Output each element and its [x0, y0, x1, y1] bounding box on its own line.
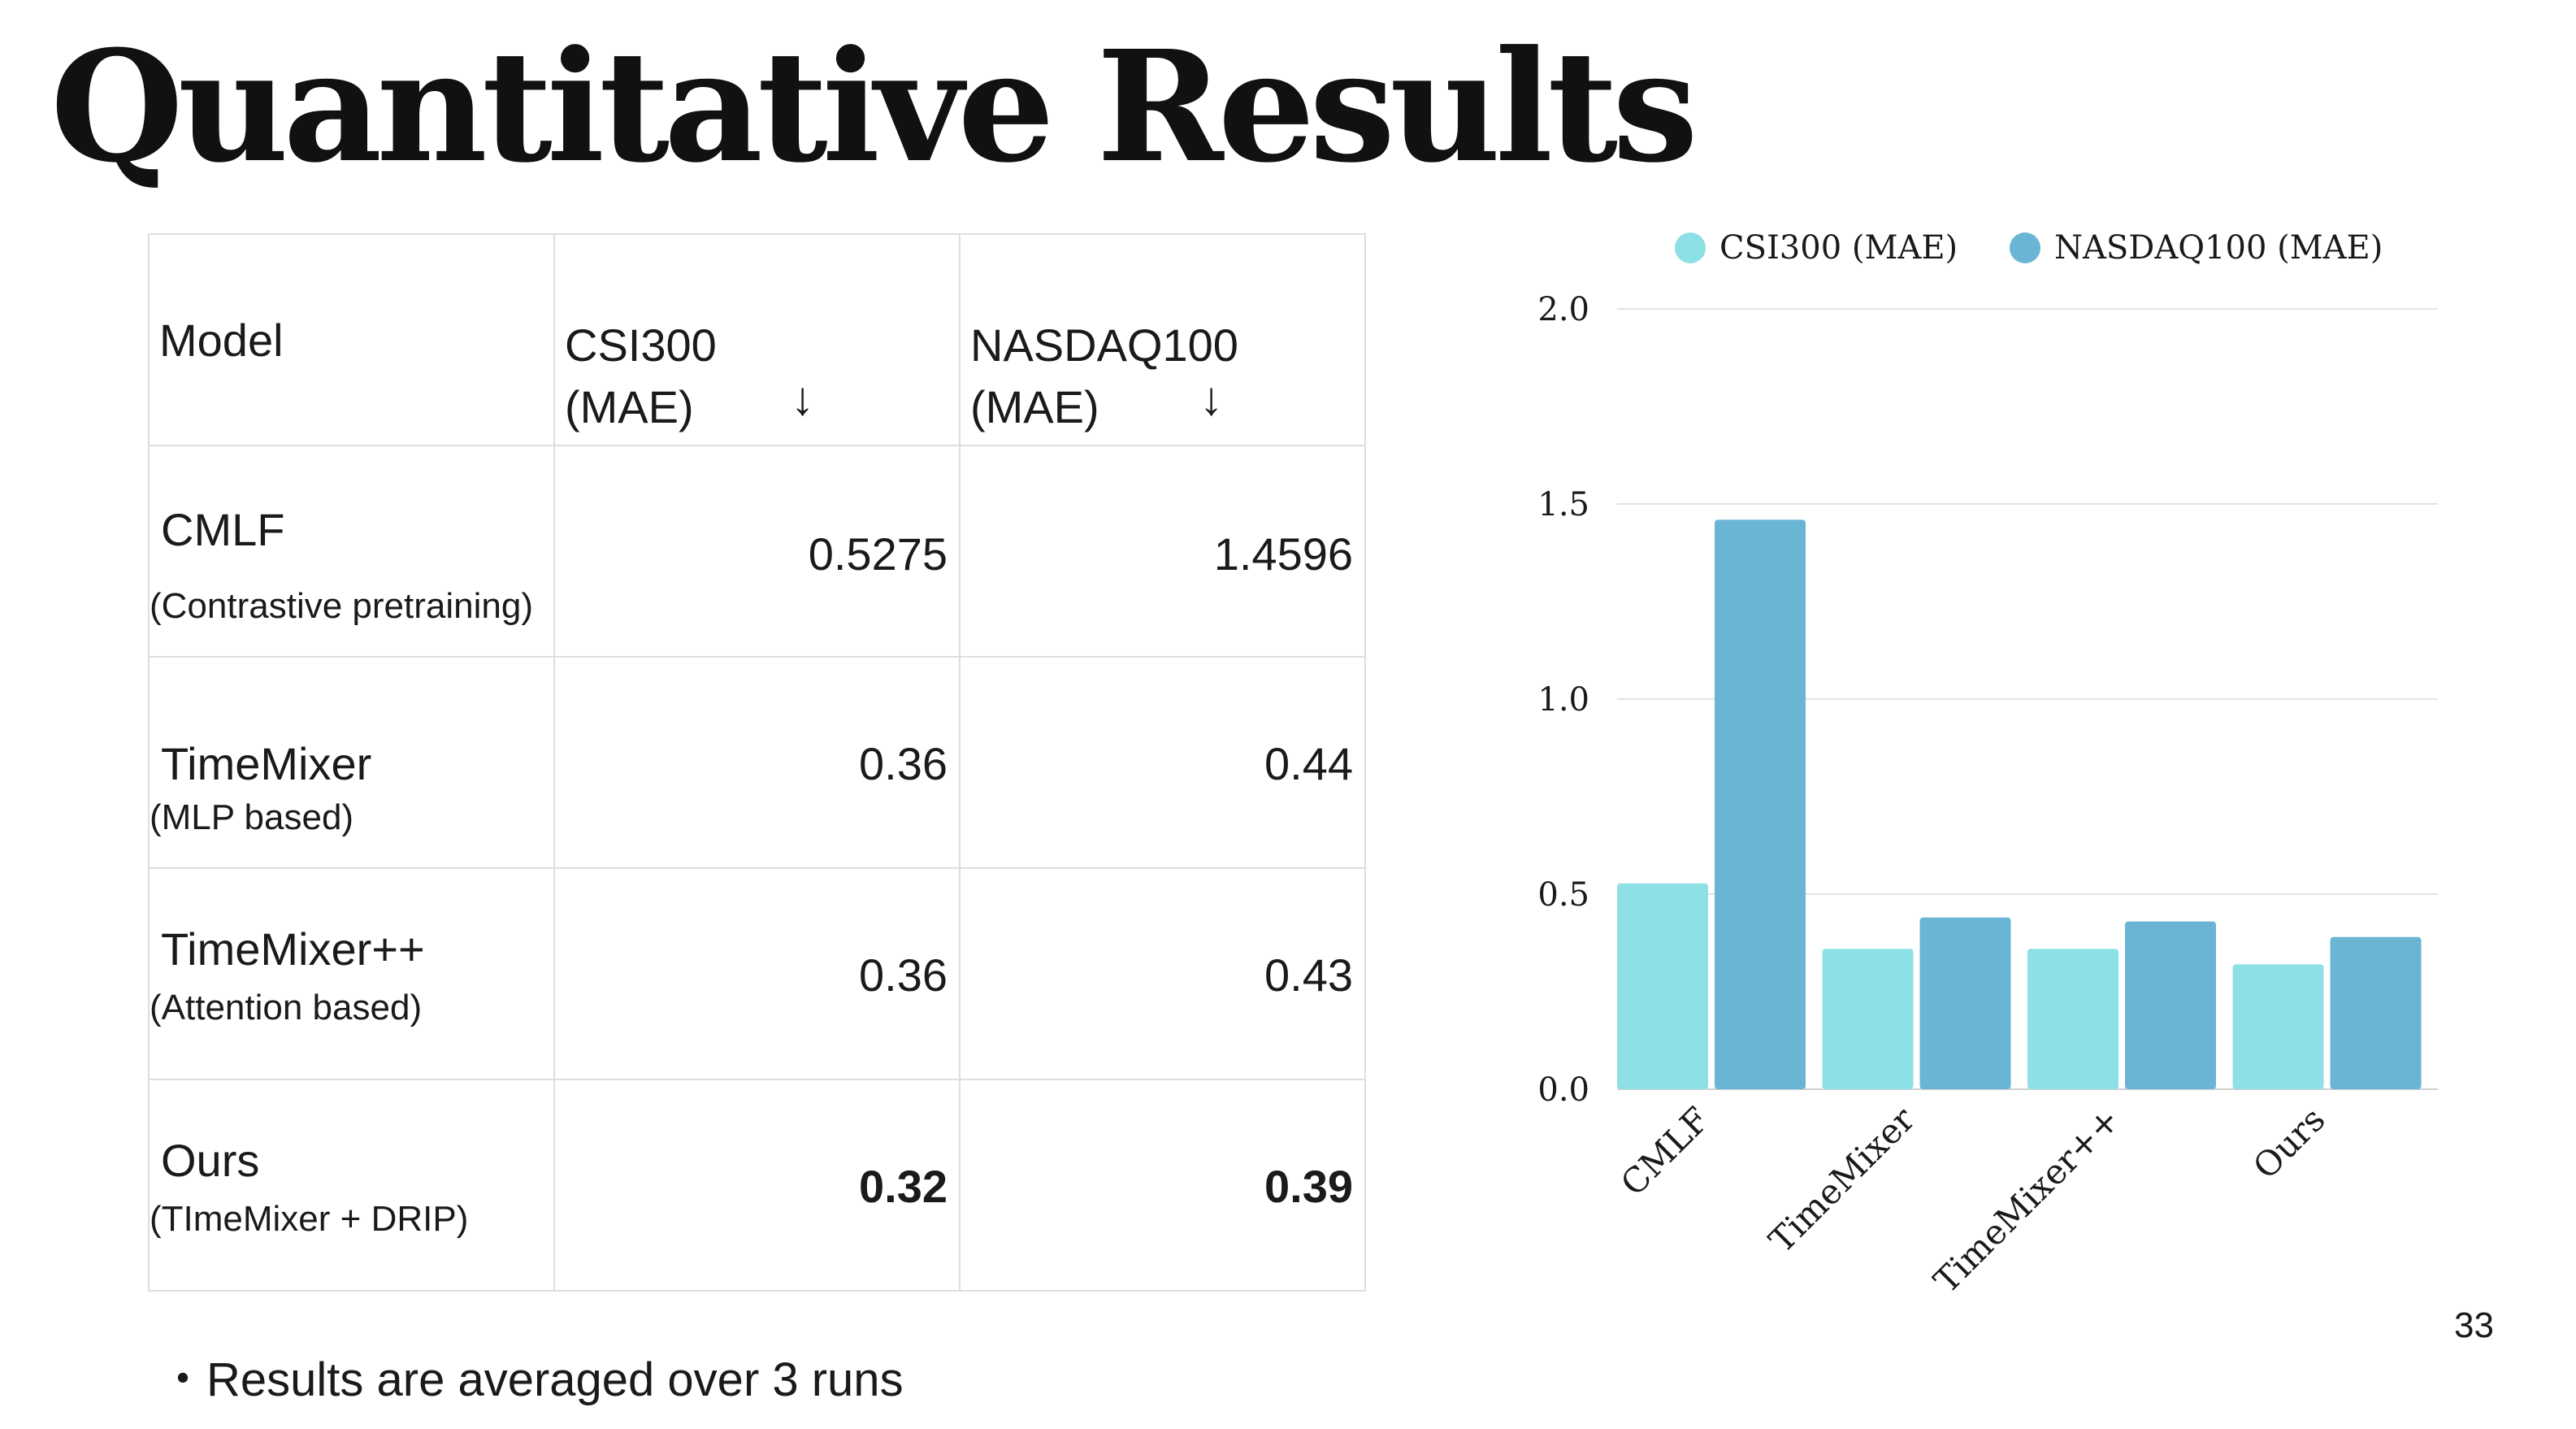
model-description: (TImeMixer + DRIP)	[150, 1199, 469, 1239]
bar-CSI300 (MAE)	[2027, 949, 2118, 1089]
csi-cell: 0.36	[553, 656, 961, 869]
x-tick-label: TimeMixer++	[1926, 1099, 2127, 1301]
x-tick-label: CMLF	[1613, 1099, 1717, 1203]
y-tick-label: 0.0	[1537, 1071, 1589, 1109]
csi-value-best: 0.32	[859, 1161, 948, 1212]
nasdaq-cell: 0.43	[959, 867, 1366, 1080]
model-name: TimeMixer++	[161, 923, 425, 975]
y-tick-label: 2.0	[1537, 291, 1589, 328]
model-cell: CMLF (Contrastive pretraining)	[148, 445, 555, 658]
table-row: Ours (TImeMixer + DRIP) 0.32 0.39	[148, 1079, 1366, 1292]
x-tick-label: Ours	[2245, 1099, 2333, 1187]
csi-cell: 0.32	[553, 1079, 961, 1292]
nasdaq-cell: 0.39	[959, 1079, 1366, 1292]
csi-value: 0.36	[859, 738, 948, 789]
bar-chart: 0.0 0.5 1.0 1.5 2.0 CMLF TimeMixer TimeMixer++ O…	[1537, 229, 2438, 1301]
table-header-row: Model CSI300 (MAE) ↓ NASDAQ100 (MAE) ↓	[148, 233, 1366, 446]
model-description: (Contrastive pretraining)	[150, 586, 533, 626]
model-name: CMLF	[161, 504, 285, 555]
results-note: ・Results are averaged over 3 runs	[159, 1353, 904, 1406]
header-csi-line1: CSI300	[565, 319, 717, 371]
model-description: (Attention based)	[150, 988, 423, 1027]
bar-NASDAQ100 (MAE)	[1919, 917, 2011, 1089]
bar-NASDAQ100 (MAE)	[2330, 936, 2422, 1089]
y-tick-label: 1.0	[1537, 681, 1589, 719]
csi-value: 0.36	[859, 949, 948, 1001]
model-description: (MLP based)	[150, 797, 354, 837]
nasdaq-value: 0.44	[1264, 738, 1353, 789]
x-tick-label: TimeMixer	[1761, 1099, 1923, 1261]
model-cell: TimeMixer++ (Attention based)	[148, 867, 555, 1080]
nasdaq-cell: 0.44	[959, 656, 1366, 869]
nasdaq-value-best: 0.39	[1264, 1161, 1353, 1212]
bar-CSI300 (MAE)	[1822, 949, 1914, 1089]
legend-swatch	[1675, 232, 1706, 263]
model-cell: TimeMixer (MLP based)	[148, 656, 555, 869]
csi-cell: 0.36	[553, 867, 961, 1080]
header-csi-line2: (MAE)	[565, 381, 694, 432]
header-nasdaq-line2: (MAE)	[970, 381, 1099, 432]
header-nasdaq-cell: NASDAQ100 (MAE) ↓	[959, 233, 1366, 446]
model-name: Ours	[161, 1135, 260, 1186]
nasdaq-cell: 1.4596	[959, 445, 1366, 658]
bar-CSI300 (MAE)	[2232, 964, 2324, 1089]
csi-value: 0.5275	[808, 528, 948, 580]
bar-NASDAQ100 (MAE)	[1715, 519, 1806, 1089]
legend-label: NASDAQ100 (MAE)	[2054, 229, 2383, 267]
nasdaq-value: 0.43	[1264, 949, 1353, 1001]
header-model-cell: Model	[148, 233, 555, 446]
page-title: Quantitative Results	[50, 17, 1698, 197]
down-arrow-icon: ↓	[791, 372, 814, 425]
header-csi-cell: CSI300 (MAE) ↓	[553, 233, 961, 446]
header-nasdaq-line1: NASDAQ100	[970, 319, 1238, 371]
bar-CSI300 (MAE)	[1617, 883, 1708, 1089]
legend-label: CSI300 (MAE)	[1720, 229, 1958, 267]
bar-NASDAQ100 (MAE)	[2125, 921, 2216, 1089]
nasdaq-value: 1.4596	[1213, 528, 1353, 580]
model-cell: Ours (TImeMixer + DRIP)	[148, 1079, 555, 1292]
y-tick-label: 1.5	[1537, 486, 1589, 523]
down-arrow-icon: ↓	[1199, 372, 1223, 425]
page-number: 33	[2454, 1305, 2494, 1345]
table-row: TimeMixer (MLP based) 0.36 0.44	[148, 656, 1366, 869]
results-table: Model CSI300 (MAE) ↓ NASDAQ100 (MAE) ↓ C…	[148, 233, 1366, 1292]
header-model: Model	[159, 315, 284, 366]
table-row: TimeMixer++ (Attention based) 0.36 0.43	[148, 867, 1366, 1080]
legend-swatch	[2010, 232, 2040, 263]
model-name: TimeMixer	[161, 738, 372, 789]
csi-cell: 0.5275	[553, 445, 961, 658]
table-row: CMLF (Contrastive pretraining) 0.5275 1.…	[148, 445, 1366, 658]
y-tick-label: 0.5	[1537, 876, 1589, 914]
